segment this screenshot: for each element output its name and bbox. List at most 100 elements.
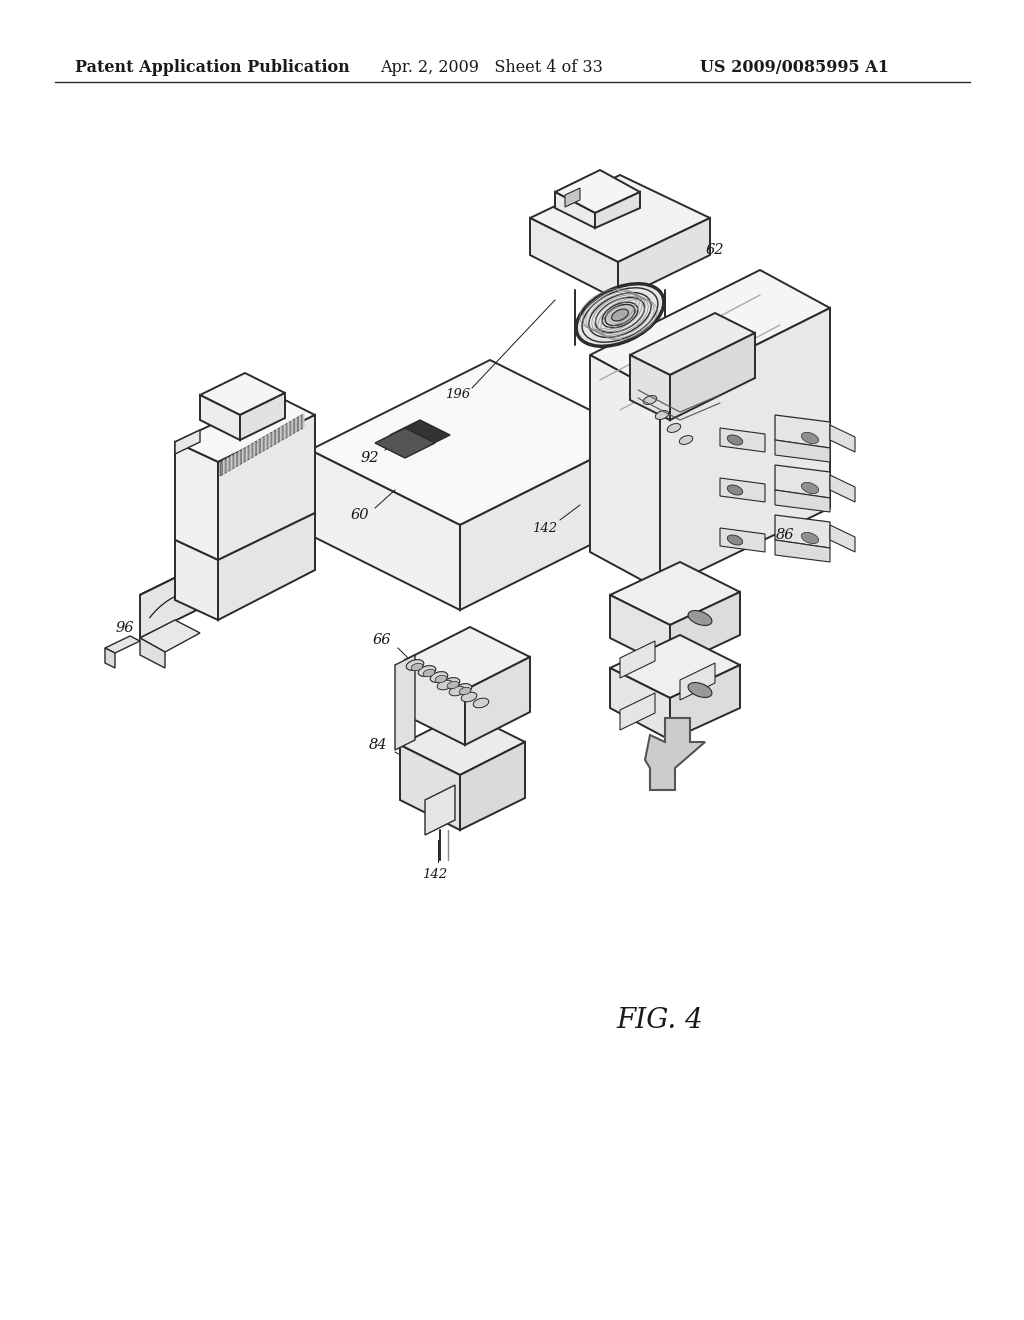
Polygon shape: [242, 449, 244, 463]
Polygon shape: [250, 444, 251, 459]
Polygon shape: [105, 648, 115, 668]
Ellipse shape: [679, 436, 692, 445]
Ellipse shape: [727, 484, 742, 495]
Polygon shape: [226, 457, 228, 473]
Ellipse shape: [423, 669, 435, 677]
Ellipse shape: [461, 692, 477, 702]
Polygon shape: [278, 428, 280, 444]
Polygon shape: [269, 432, 272, 447]
Polygon shape: [299, 416, 300, 430]
Polygon shape: [720, 528, 765, 552]
Polygon shape: [555, 191, 595, 228]
Text: Patent Application Publication: Patent Application Publication: [75, 59, 350, 77]
Polygon shape: [303, 413, 304, 428]
Ellipse shape: [688, 682, 712, 697]
Polygon shape: [265, 434, 268, 450]
Polygon shape: [218, 414, 315, 560]
Polygon shape: [223, 459, 224, 474]
Polygon shape: [175, 442, 218, 560]
Polygon shape: [375, 428, 435, 458]
Polygon shape: [465, 657, 530, 744]
Polygon shape: [310, 360, 640, 525]
Polygon shape: [261, 437, 262, 453]
Polygon shape: [670, 333, 755, 420]
Polygon shape: [590, 355, 660, 590]
Polygon shape: [670, 591, 740, 668]
Polygon shape: [610, 635, 740, 698]
Polygon shape: [251, 444, 253, 458]
Polygon shape: [243, 447, 246, 463]
Ellipse shape: [802, 532, 818, 544]
Polygon shape: [395, 655, 415, 750]
Polygon shape: [530, 218, 618, 300]
Polygon shape: [720, 428, 765, 451]
Polygon shape: [200, 395, 240, 440]
Polygon shape: [284, 424, 286, 440]
Polygon shape: [775, 540, 830, 562]
Polygon shape: [620, 693, 655, 730]
Polygon shape: [278, 510, 310, 570]
Polygon shape: [296, 417, 299, 432]
Polygon shape: [660, 308, 830, 590]
Polygon shape: [200, 374, 285, 414]
Polygon shape: [630, 313, 755, 375]
Ellipse shape: [577, 284, 664, 346]
Polygon shape: [406, 627, 530, 690]
Text: 96: 96: [116, 620, 134, 635]
Text: Apr. 2, 2009   Sheet 4 of 33: Apr. 2, 2009 Sheet 4 of 33: [380, 59, 603, 77]
Polygon shape: [224, 458, 226, 474]
Polygon shape: [227, 457, 230, 471]
Ellipse shape: [802, 482, 818, 494]
Text: 60: 60: [351, 508, 370, 521]
Polygon shape: [618, 218, 710, 300]
Polygon shape: [460, 436, 640, 610]
Ellipse shape: [411, 663, 423, 671]
Polygon shape: [231, 454, 234, 470]
Text: 196: 196: [445, 388, 471, 401]
Polygon shape: [670, 665, 740, 741]
Ellipse shape: [418, 665, 436, 676]
Ellipse shape: [442, 677, 460, 688]
Ellipse shape: [447, 681, 459, 689]
Ellipse shape: [611, 309, 629, 321]
Polygon shape: [258, 438, 261, 454]
Ellipse shape: [727, 535, 742, 545]
Polygon shape: [610, 562, 740, 624]
Ellipse shape: [643, 396, 656, 404]
Polygon shape: [257, 440, 259, 454]
Text: 92: 92: [360, 451, 379, 465]
Text: 86: 86: [776, 528, 795, 543]
Polygon shape: [220, 461, 223, 477]
Polygon shape: [292, 420, 293, 434]
Polygon shape: [273, 430, 276, 445]
Polygon shape: [105, 636, 140, 653]
Polygon shape: [830, 525, 855, 552]
Ellipse shape: [802, 433, 818, 444]
Polygon shape: [254, 441, 257, 457]
Ellipse shape: [407, 660, 424, 671]
Polygon shape: [285, 424, 288, 438]
Ellipse shape: [435, 676, 446, 682]
Polygon shape: [775, 490, 830, 512]
Polygon shape: [630, 355, 670, 420]
Polygon shape: [288, 422, 289, 437]
Polygon shape: [390, 420, 450, 450]
Ellipse shape: [437, 680, 453, 690]
Polygon shape: [610, 668, 670, 741]
Polygon shape: [140, 527, 278, 638]
Polygon shape: [565, 187, 580, 207]
Polygon shape: [140, 510, 310, 595]
Polygon shape: [140, 620, 200, 652]
Polygon shape: [645, 718, 705, 789]
Polygon shape: [595, 191, 640, 228]
Polygon shape: [830, 425, 855, 451]
Polygon shape: [236, 451, 239, 467]
Polygon shape: [530, 176, 710, 261]
Ellipse shape: [473, 698, 488, 708]
Polygon shape: [680, 663, 715, 700]
Polygon shape: [262, 437, 265, 451]
Polygon shape: [300, 414, 303, 430]
Ellipse shape: [455, 684, 472, 694]
Polygon shape: [720, 478, 765, 502]
Polygon shape: [265, 436, 266, 450]
